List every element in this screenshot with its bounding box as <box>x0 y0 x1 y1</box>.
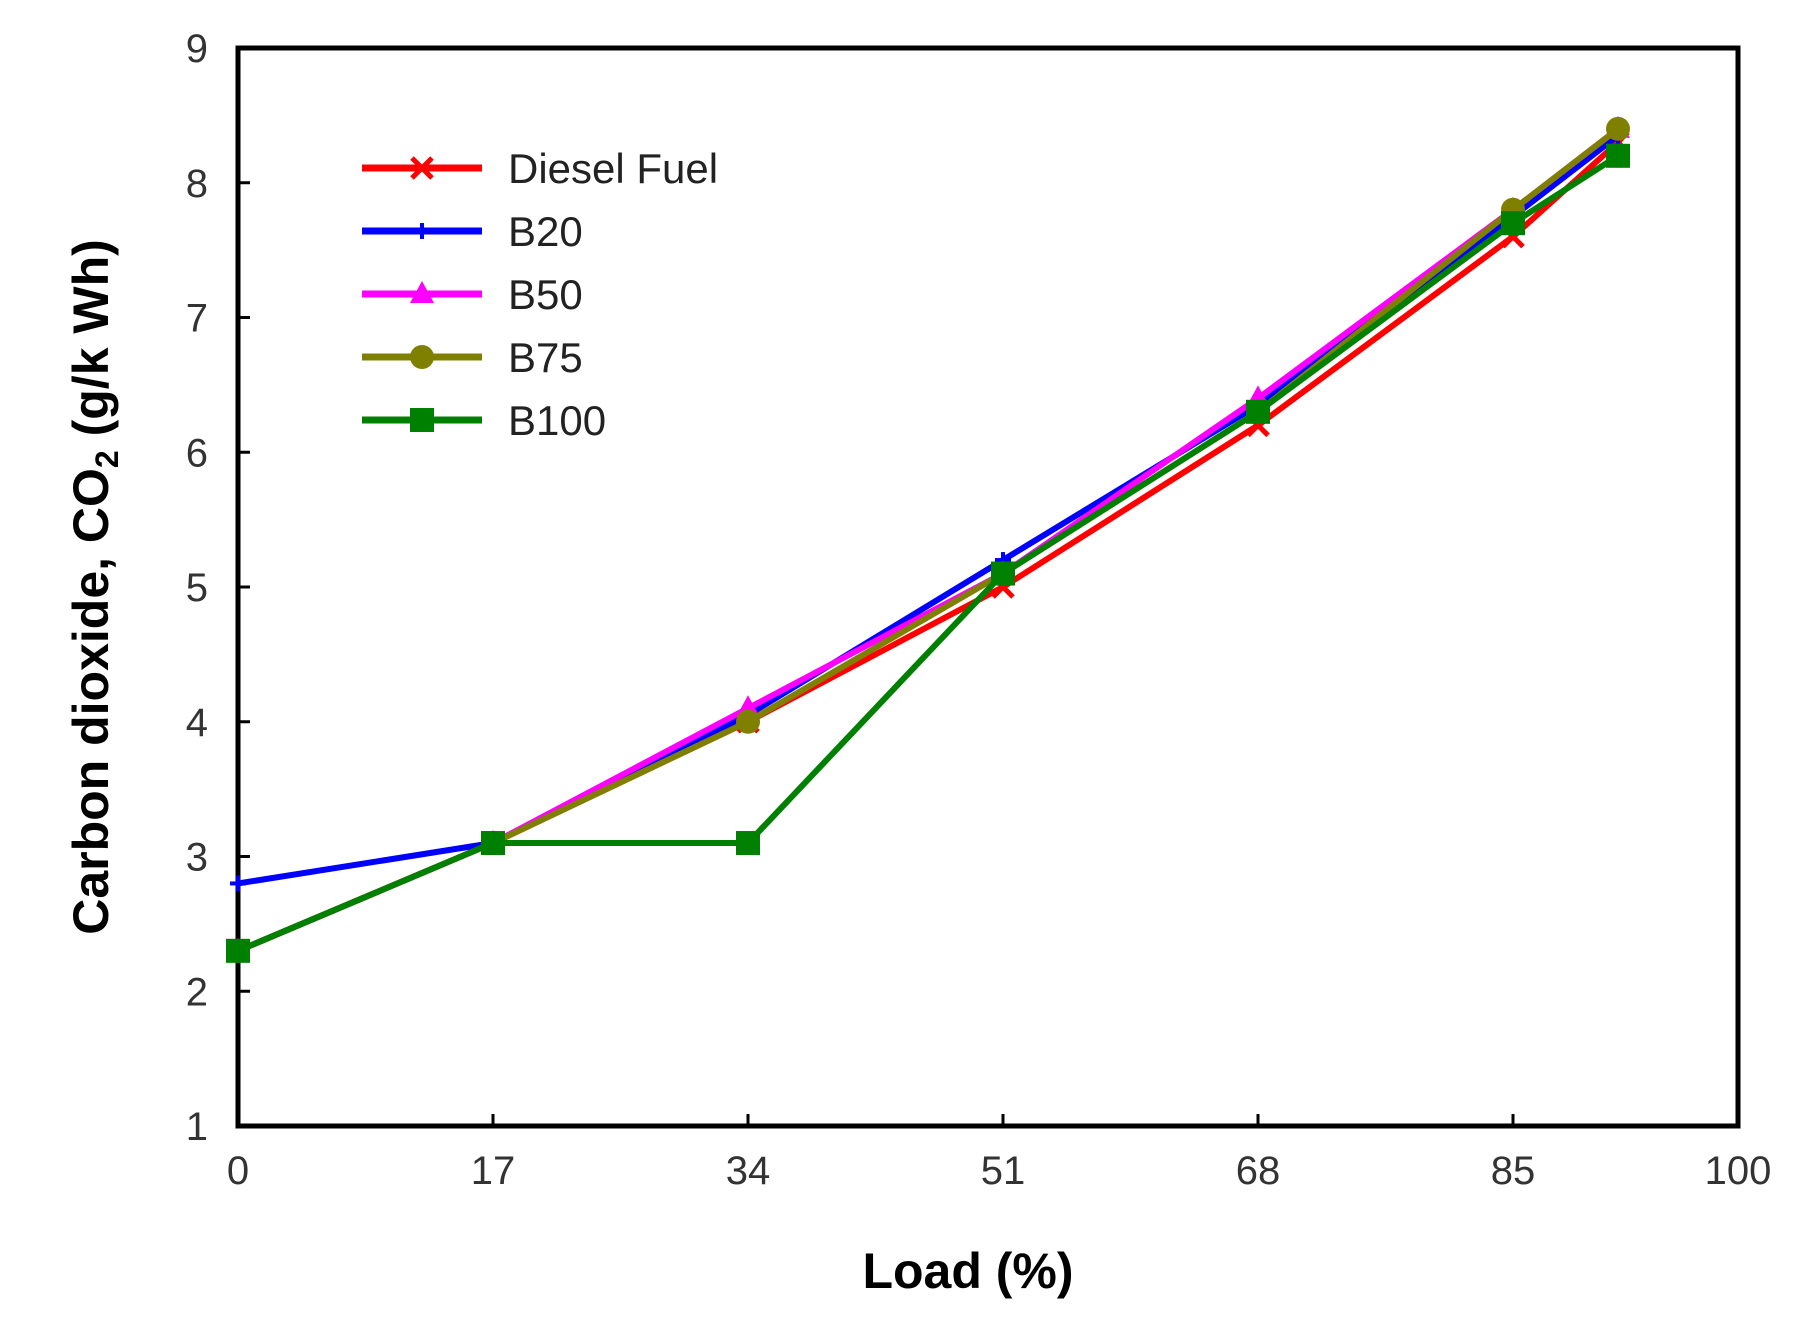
legend-label: B20 <box>508 208 583 255</box>
x-tick-label: 51 <box>981 1149 1026 1193</box>
y-axis-title-main: Carbon dioxide, CO <box>63 468 119 935</box>
x-tick-label: 68 <box>1236 1149 1281 1193</box>
y-tick-label: 2 <box>186 970 208 1014</box>
y-axis-title: Carbon dioxide, CO2 (g/k Wh) <box>63 239 125 935</box>
legend-label: Diesel Fuel <box>508 145 718 192</box>
legend-marker <box>410 408 434 432</box>
legend-label: B100 <box>508 397 606 444</box>
x-tick-label: 34 <box>726 1149 771 1193</box>
legend-marker <box>414 223 430 239</box>
legend-item-b75: B75 <box>362 334 583 381</box>
legend: Diesel Fuel B20 B50 B75 B100 <box>362 145 718 444</box>
y-tick-label: 3 <box>186 836 208 880</box>
x-axis-ticks: 0 17 34 51 68 85 100 <box>227 1114 1772 1193</box>
x-tick-label: 17 <box>471 1149 516 1193</box>
series-layer <box>226 115 1630 963</box>
data-point-b75 <box>1606 116 1630 141</box>
series-b100 <box>226 143 1630 963</box>
y-axis-ticks: 1 2 3 4 5 6 7 8 9 <box>186 27 250 1149</box>
y-tick-label: 8 <box>186 162 208 206</box>
data-point-b100 <box>1606 143 1630 168</box>
legend-marker <box>410 156 434 180</box>
legend-item-diesel-fuel: Diesel Fuel <box>362 145 718 192</box>
y-tick-label: 1 <box>186 1105 208 1149</box>
y-axis-title-subscript: 2 <box>89 450 125 468</box>
data-point-b100 <box>1501 211 1525 236</box>
legend-marker <box>410 345 434 369</box>
y-tick-label: 4 <box>186 701 208 745</box>
x-tick-label: 0 <box>227 1149 249 1193</box>
y-tick-label: 5 <box>186 566 208 610</box>
data-point-b20 <box>230 875 246 892</box>
y-axis-title-unit: (g/k Wh) <box>63 239 119 450</box>
y-tick-label: 7 <box>186 297 208 341</box>
data-point-b100 <box>1246 399 1270 424</box>
data-point-b100 <box>736 831 760 856</box>
data-point-b100 <box>226 938 250 963</box>
data-point-b100 <box>991 561 1015 586</box>
legend-label: B50 <box>508 271 583 318</box>
legend-item-b20: B20 <box>362 208 583 255</box>
data-point-b100 <box>481 831 505 856</box>
y-tick-label: 6 <box>186 431 208 475</box>
y-tick-label: 9 <box>186 27 208 71</box>
data-point-b75 <box>736 709 760 734</box>
x-tick-label: 85 <box>1491 1149 1536 1193</box>
x-axis-title: Load (%) <box>862 1243 1073 1299</box>
x-tick-label: 100 <box>1705 1149 1772 1193</box>
legend-marker <box>410 281 434 303</box>
legend-label: B75 <box>508 334 583 381</box>
legend-item-b50: B50 <box>362 271 583 318</box>
legend-item-b100: B100 <box>362 397 606 444</box>
